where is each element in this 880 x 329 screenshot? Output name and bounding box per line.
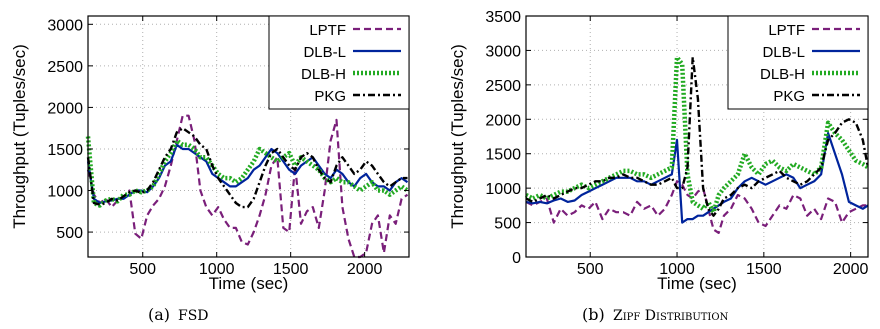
caption-text-b: Zipf Distribution [613,308,729,324]
series-line-pkg [525,56,870,217]
legend-box [268,15,410,110]
x-tick-label: 500 [129,261,156,278]
y-tick-label: 2500 [485,78,521,95]
chart-fsd: 500 1000 1500 2000 500 1000 1500 2000 2500 3000 Ti… [10,15,410,293]
y-tick-label: 3000 [485,43,521,60]
x-tick-label: 1500 [746,261,782,278]
y-axis-label: Throughput (Tuples/sec) [10,44,29,229]
y-tick-label: 3000 [47,17,83,34]
legend: LPTF DLB-L DLB-H PKG [268,15,410,110]
y-axis-label: Throughput (Tuples/sec) [448,44,467,229]
series-line-pkg [86,126,408,209]
x-axis-label: Time (sec) [657,274,737,293]
legend-label-dlb-h: DLB-H [760,66,805,83]
series-line-dlb-l [525,132,869,224]
y-tick-label: 2000 [47,100,83,117]
series-line-lptf [86,114,409,259]
legend-box [727,15,869,110]
legend-label-dlb-l: DLB-L [303,44,346,61]
legend-label-pkg: PKG [773,88,805,105]
y-tick-label: 500 [56,225,83,242]
plot-frame [87,15,410,258]
y-tick-label: 1000 [485,181,521,198]
caption-text-a: FSD [178,308,209,324]
x-tick-label: 1000 [659,261,695,278]
y-tick-label: 0 [512,250,521,267]
legend-label-dlb-l: DLB-L [762,44,805,61]
y-tick-label: 3500 [485,9,521,26]
y-tick-label: 1500 [485,147,521,164]
legend-label-lptf: LPTF [309,22,346,39]
y-tick-label: 1500 [47,142,83,159]
x-tick-label: 500 [577,261,604,278]
y-tick-label: 2500 [47,59,83,76]
y-tick-label: 500 [494,216,521,233]
series-line-dlb-h [524,55,870,215]
legend: LPTF DLB-L DLB-H PKG [727,15,869,110]
y-tick-label: 2000 [485,112,521,129]
chart-zipf: 500 1000 1500 2000 0 500 1000 1500 2000 2500 3000 3… [448,9,870,293]
legend-label-dlb-h: DLB-H [301,66,346,83]
series-line-lptf [525,180,868,234]
x-tick-label: 2000 [833,261,869,278]
legend-label-pkg: PKG [314,88,346,105]
x-axis-label: Time (sec) [209,274,289,293]
x-tick-label: 2000 [347,261,383,278]
x-tick-label: 1500 [273,261,309,278]
series-line-dlb-h [85,136,409,208]
caption-label-a: (a) [148,305,170,324]
caption-label-b: (b) [582,305,605,324]
x-tick-label: 1000 [199,261,235,278]
series-line-dlb-l [86,143,409,205]
legend-label-lptf: LPTF [768,22,805,39]
plot-frame [525,15,869,258]
y-tick-label: 1000 [47,184,83,201]
